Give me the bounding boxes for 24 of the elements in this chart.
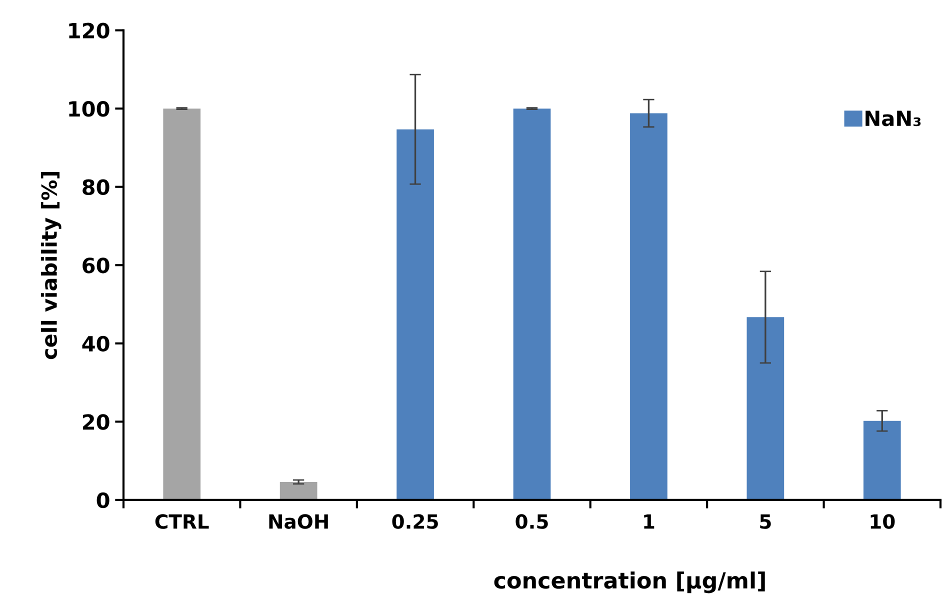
bar <box>863 420 901 500</box>
x-tick-label: CTRL <box>155 514 209 529</box>
bar <box>163 108 201 500</box>
bar <box>396 129 434 500</box>
y-tick-label: 80 <box>82 179 110 196</box>
x-tick-label: 0.5 <box>516 514 548 529</box>
x-tick-label: 5 <box>760 514 771 529</box>
legend-label: NaN₃ <box>866 110 921 126</box>
x-tick-label: 0.25 <box>392 514 438 529</box>
bar <box>513 108 551 500</box>
y-axis-title: cell viability [%] <box>40 172 62 360</box>
x-tick-label: 1 <box>644 514 654 529</box>
x-tick-label: 10 <box>870 514 895 529</box>
bar <box>280 482 318 500</box>
bar <box>746 317 784 500</box>
y-tick-label: 20 <box>82 414 110 430</box>
x-tick-label: NaOH <box>269 514 328 529</box>
y-tick-label: 60 <box>82 258 110 274</box>
y-tick-label: 120 <box>69 22 110 39</box>
y-tick-label: 100 <box>69 101 110 117</box>
x-axis-title: concentration [µg/ml] <box>494 572 765 594</box>
y-tick-label: 0 <box>96 492 110 508</box>
y-tick-label: 40 <box>82 336 110 352</box>
bar <box>630 113 668 500</box>
